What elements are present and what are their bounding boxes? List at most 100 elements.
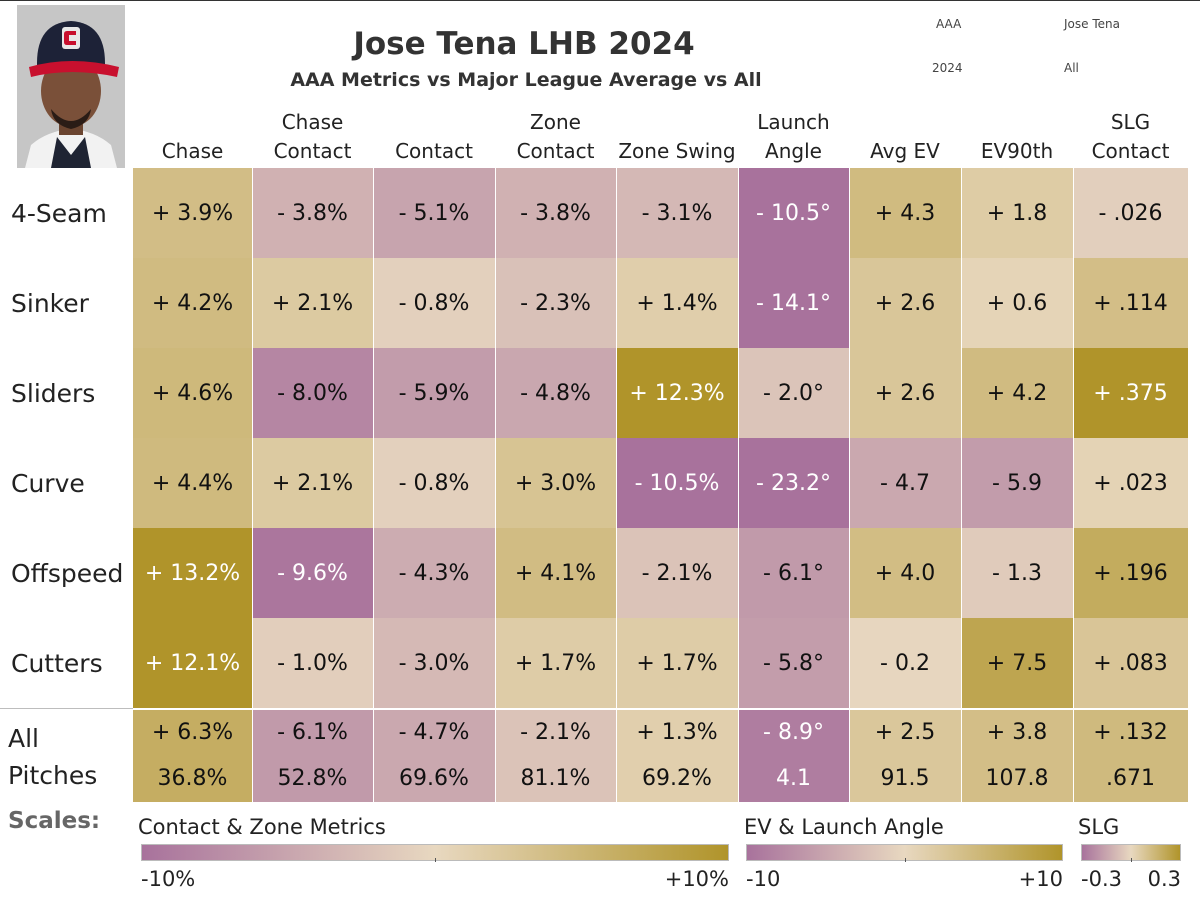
all-pitches-cell[interactable]: + .132 .671 (1073, 710, 1188, 802)
heatmap-cell[interactable]: + 4.3 (849, 168, 961, 258)
heatmap-cell[interactable]: + 4.2% (133, 258, 252, 348)
all-pitches-cell[interactable]: + 6.3% 36.8% (133, 710, 252, 802)
grid-line (738, 168, 739, 802)
filter-player[interactable]: Jose Tena (1064, 17, 1120, 31)
heatmap-cell[interactable]: + 3.9% (133, 168, 252, 258)
heatmap-cell[interactable]: + 3.0% (495, 438, 616, 528)
heatmap-cell[interactable]: + .375 (1073, 348, 1188, 438)
heatmap-cell[interactable]: + 4.2 (961, 348, 1073, 438)
diff-value: - 6.1% (277, 720, 348, 745)
heatmap-cell[interactable]: + 1.7% (616, 618, 738, 708)
heatmap-cell[interactable]: + 7.5 (961, 618, 1073, 708)
diff-value: + 6.3% (151, 720, 234, 745)
heatmap-cell[interactable]: - .026 (1073, 168, 1188, 258)
all-pitches-cell[interactable]: - 6.1% 52.8% (252, 710, 373, 802)
legend-max-label: +10% (664, 867, 729, 891)
heatmap-cell[interactable]: + 1.4% (616, 258, 738, 348)
all-pitches-cell[interactable]: - 2.1% 81.1% (495, 710, 616, 802)
all-row-separator (130, 708, 1188, 710)
heatmap-cell[interactable]: + 12.3% (616, 348, 738, 438)
legend-max-label: +10 (1018, 867, 1063, 891)
heatmap-cell[interactable]: - 3.8% (495, 168, 616, 258)
column-header: SLG Contact (1073, 110, 1188, 166)
column-header-line: Contact (273, 139, 352, 163)
heatmap-cell[interactable]: + 4.6% (133, 348, 252, 438)
heatmap-cell[interactable]: - 3.8% (252, 168, 373, 258)
heatmap-cell[interactable]: - 1.0% (252, 618, 373, 708)
filter-year[interactable]: 2024 (932, 61, 963, 75)
heatmap-cell[interactable]: + 13.2% (133, 528, 252, 618)
actual-value: 91.5 (880, 766, 930, 791)
heatmap-cell[interactable]: + .023 (1073, 438, 1188, 528)
heatmap-cell[interactable]: + .114 (1073, 258, 1188, 348)
heatmap-cell[interactable]: - 3.1% (616, 168, 738, 258)
heatmap-cell[interactable]: + 2.6 (849, 258, 961, 348)
heatmap-cell[interactable]: + .196 (1073, 528, 1188, 618)
heatmap-cell[interactable]: - 9.6% (252, 528, 373, 618)
actual-value: 52.8% (277, 766, 348, 791)
heatmap-cell[interactable]: - 10.5° (738, 168, 849, 258)
all-pitches-cell[interactable]: + 2.5 91.5 (849, 710, 961, 802)
heatmap-cell[interactable]: - 0.8% (373, 258, 495, 348)
heatmap-cell[interactable]: - 4.8% (495, 348, 616, 438)
legend-title: EV & Launch Angle (744, 815, 944, 839)
row-header: Cutters (11, 648, 103, 678)
grid-line (373, 168, 374, 802)
heatmap-cell[interactable]: + 2.1% (252, 438, 373, 528)
all-pitches-cell[interactable]: + 3.8 107.8 (961, 710, 1073, 802)
heatmap-cell[interactable]: + 1.7% (495, 618, 616, 708)
heatmap-cell[interactable]: + 4.0 (849, 528, 961, 618)
grid-line (1073, 168, 1074, 802)
diff-value: - 8.9° (763, 720, 824, 745)
actual-value: 69.6% (399, 766, 469, 791)
row-header-line: Pitches (8, 761, 98, 790)
heatmap-cell[interactable]: - 4.3% (373, 528, 495, 618)
heatmap-cell[interactable]: - 6.1° (738, 528, 849, 618)
heatmap-cell[interactable]: + 2.6 (849, 348, 961, 438)
heatmap-cell[interactable]: - 14.1° (738, 258, 849, 348)
all-pitches-cell[interactable]: + 1.3% 69.2% (616, 710, 738, 802)
heatmap-cell[interactable]: + .083 (1073, 618, 1188, 708)
filter-level[interactable]: AAA (936, 17, 962, 31)
heatmap-cell[interactable]: - 3.0% (373, 618, 495, 708)
heatmap-cell[interactable]: - 1.3 (961, 528, 1073, 618)
heatmap-cell[interactable]: - 2.0° (738, 348, 849, 438)
heatmap-cell[interactable]: + 2.1% (252, 258, 373, 348)
top-border (0, 0, 1200, 1)
column-header-line: Zone Swing (618, 139, 736, 163)
all-pitches-cell[interactable]: - 8.9° 4.1 (738, 710, 849, 802)
column-header-line: EV90th (980, 139, 1054, 163)
heatmap-cell[interactable]: - 23.2° (738, 438, 849, 528)
heatmap-cell[interactable]: - 0.8% (373, 438, 495, 528)
legend-midpoint-tick (904, 858, 906, 862)
heatmap-cell[interactable]: + 12.1% (133, 618, 252, 708)
heatmap-cell[interactable]: - 2.1% (616, 528, 738, 618)
actual-value: 69.2% (642, 766, 712, 791)
heatmap-cell[interactable]: - 0.2 (849, 618, 961, 708)
row-header: Sinker (11, 288, 89, 318)
heatmap-cell[interactable]: - 5.9% (373, 348, 495, 438)
column-header: Launch Angle (738, 110, 849, 166)
legend-min-label: -10% (141, 867, 196, 891)
legend-min-label: -10 (746, 867, 781, 891)
heatmap-cell[interactable]: + 0.6 (961, 258, 1073, 348)
heatmap-cell[interactable]: - 4.7 (849, 438, 961, 528)
column-header-line: Chase (281, 110, 344, 134)
actual-value: 107.8 (985, 766, 1049, 791)
legend-midpoint-tick (1131, 858, 1132, 862)
heatmap-cell[interactable]: + 4.1% (495, 528, 616, 618)
heatmap-cell[interactable]: - 2.3% (495, 258, 616, 348)
legend-midpoint-tick (435, 858, 436, 862)
heatmap-cell[interactable]: + 1.8 (961, 168, 1073, 258)
diff-value: - 4.7% (398, 720, 470, 745)
heatmap-cell[interactable]: - 5.8° (738, 618, 849, 708)
heatmap-cell[interactable]: - 8.0% (252, 348, 373, 438)
heatmap-cell[interactable]: - 10.5% (616, 438, 738, 528)
column-header: Chase (133, 110, 252, 166)
all-pitches-cell[interactable]: - 4.7% 69.6% (373, 710, 495, 802)
heatmap-cell[interactable]: - 5.9 (961, 438, 1073, 528)
heatmap-cell[interactable]: - 5.1% (373, 168, 495, 258)
filter-pitch-type[interactable]: All (1064, 61, 1079, 75)
column-header-line: Avg EV (870, 139, 940, 163)
heatmap-cell[interactable]: + 4.4% (133, 438, 252, 528)
